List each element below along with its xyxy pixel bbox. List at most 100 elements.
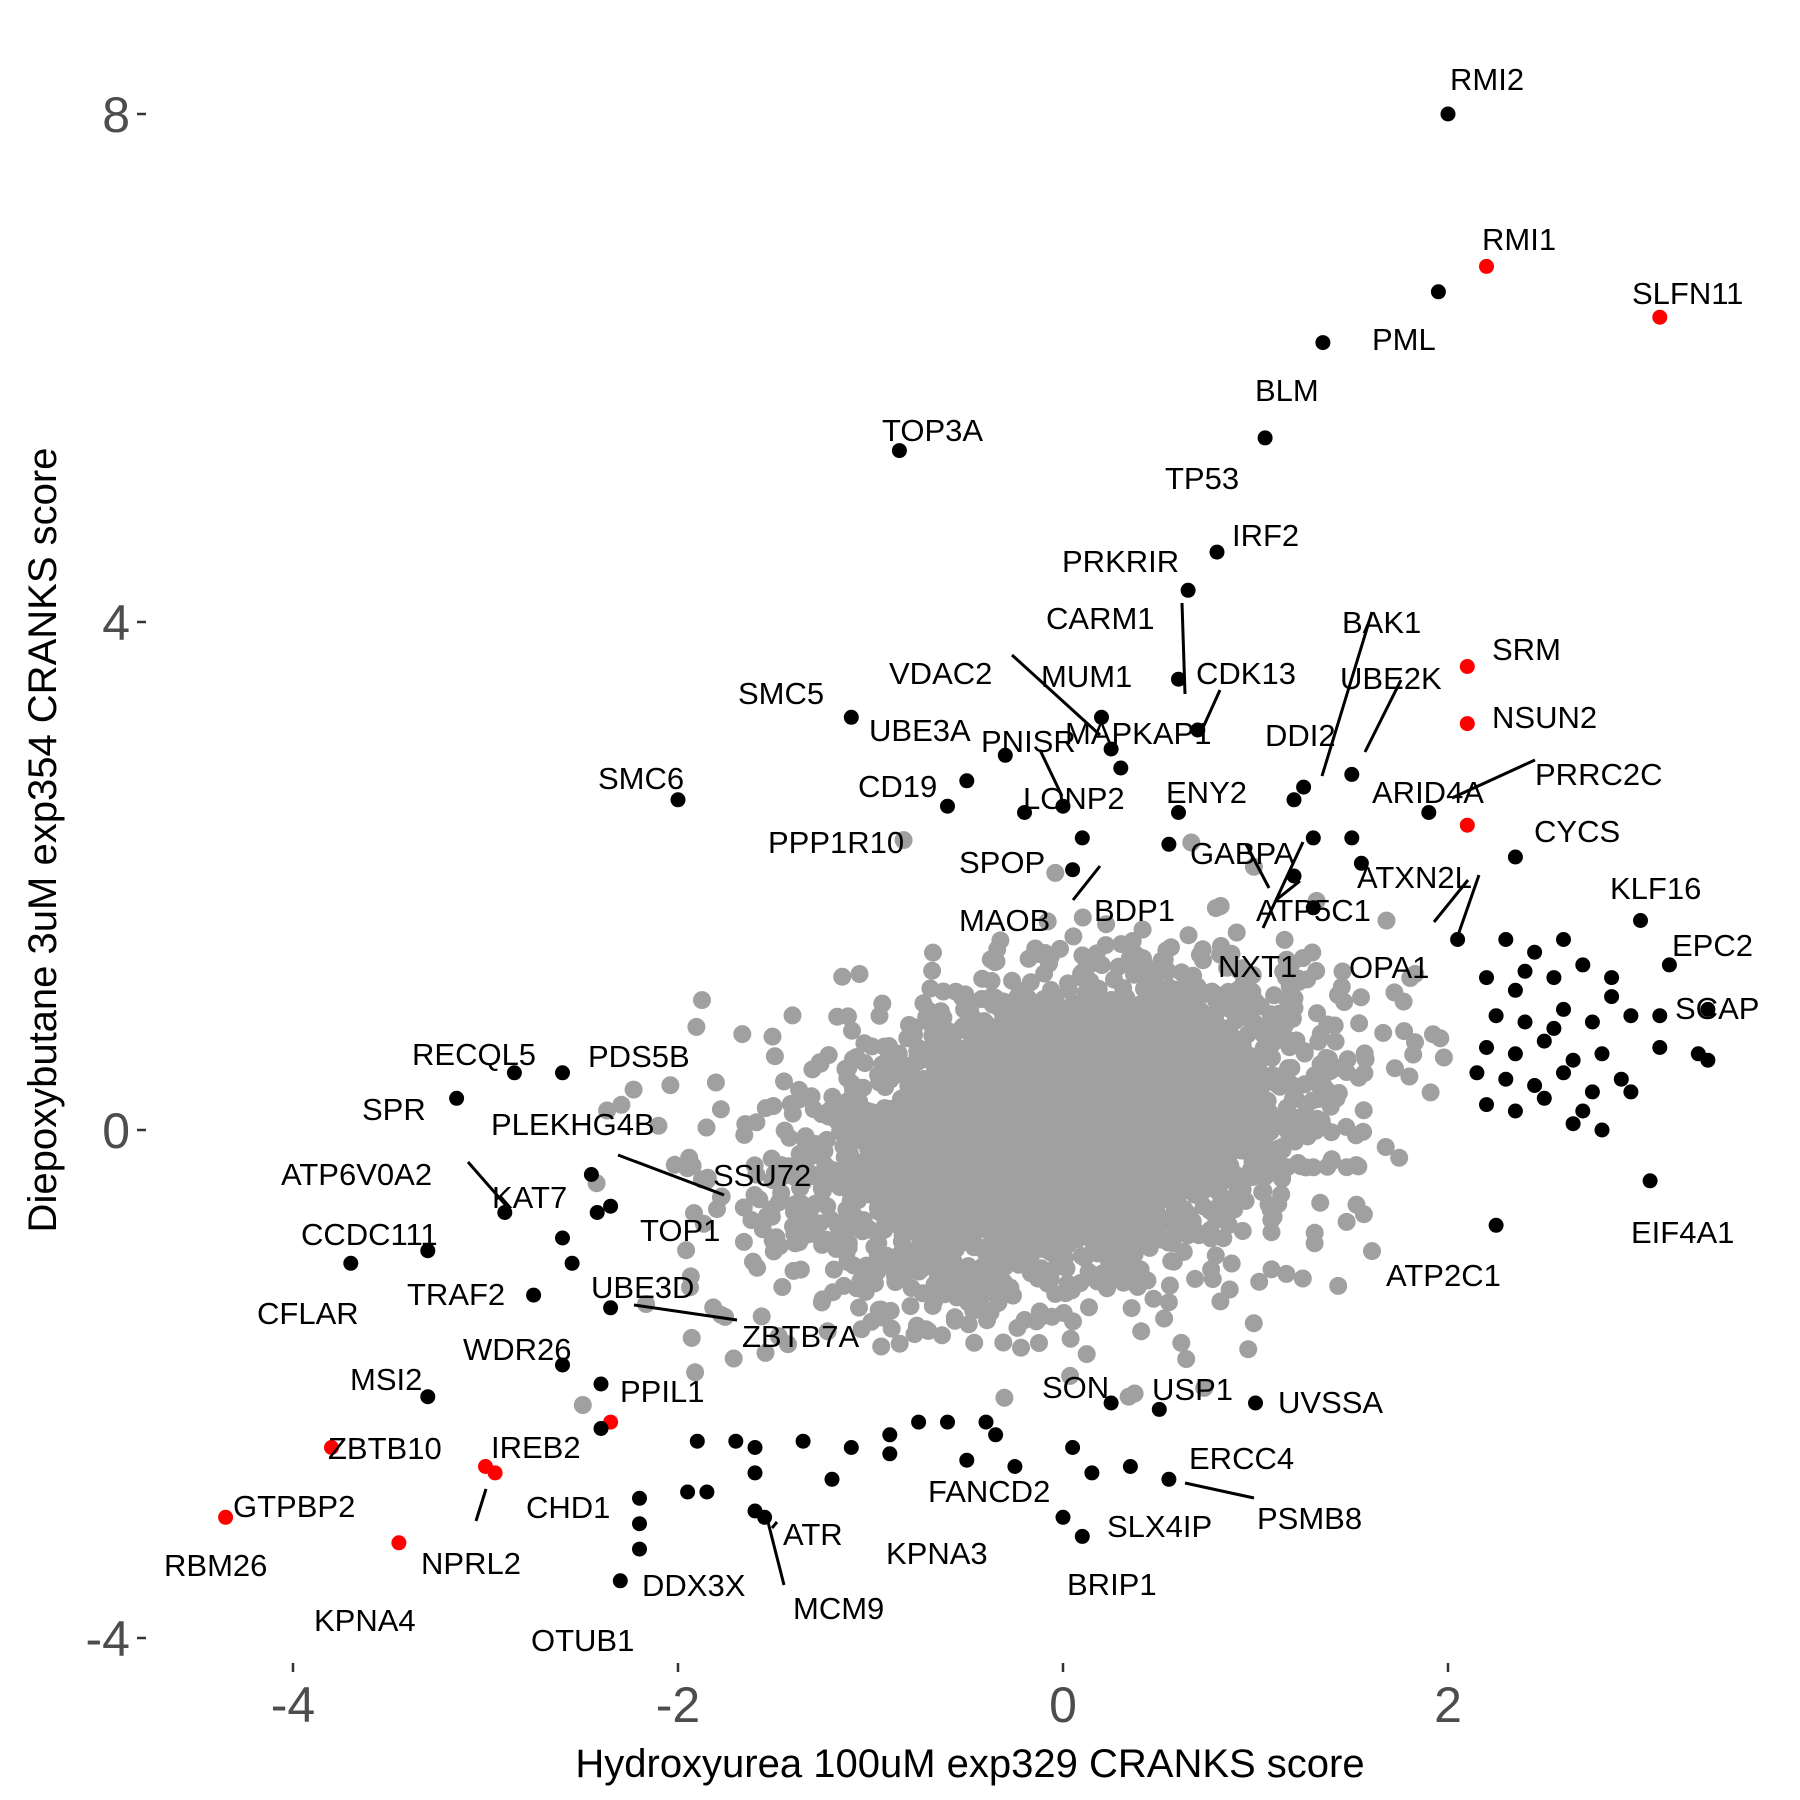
background-point: [803, 1060, 822, 1079]
gene-point: [555, 1065, 570, 1081]
background-point: [1195, 1378, 1214, 1397]
gene-point: [632, 1541, 647, 1557]
background-point: [1206, 1246, 1225, 1265]
background-point: [1179, 926, 1198, 945]
background-point: [988, 1241, 1007, 1260]
background-point: [789, 1193, 808, 1212]
background-point: [968, 1084, 987, 1103]
background-point: [680, 1148, 699, 1167]
background-point: [752, 1307, 771, 1326]
background-point: [1102, 1036, 1121, 1055]
background-point: [779, 1335, 797, 1354]
gene-point: [1507, 982, 1523, 998]
background-point: [833, 967, 852, 986]
background-point: [734, 1198, 753, 1217]
background-point: [1018, 1031, 1037, 1049]
background-point: [1190, 1067, 1209, 1086]
leader-line: [466, 1161, 512, 1211]
background-point: [919, 1157, 938, 1176]
background-point: [1352, 988, 1370, 1007]
gene-point: [218, 1509, 234, 1525]
gene-point: [1171, 805, 1186, 820]
leader-line: [1454, 874, 1481, 942]
background-point: [889, 1044, 908, 1063]
gene-label: BRIP1: [1067, 1567, 1157, 1602]
background-point: [773, 1278, 792, 1296]
background-point: [1253, 1183, 1272, 1202]
background-point: [894, 831, 913, 850]
background-point: [796, 1127, 815, 1146]
gene-point: [1527, 1078, 1543, 1093]
background-point: [682, 1328, 701, 1347]
gene-label: GABPA: [1190, 836, 1295, 871]
background-point: [1105, 970, 1123, 989]
gene-label: SCAP: [1675, 991, 1759, 1026]
background-point: [881, 1301, 900, 1320]
background-point: [1014, 1005, 1033, 1024]
background-point: [1278, 1103, 1297, 1122]
gene-point: [1209, 544, 1225, 560]
gene-point: [1286, 792, 1302, 808]
gene-point: [1536, 1090, 1552, 1106]
background-point: [824, 1283, 842, 1302]
background-point: [1197, 1095, 1216, 1114]
background-point: [939, 1071, 958, 1090]
background-point: [1032, 1176, 1051, 1195]
background-point: [1227, 923, 1246, 942]
background-point: [784, 1261, 803, 1280]
background-point: [686, 1363, 705, 1382]
background-point: [1125, 1384, 1144, 1403]
background-point: [762, 1207, 781, 1226]
background-point: [1154, 1082, 1172, 1101]
gene-point: [959, 773, 975, 789]
background-point: [1225, 999, 1243, 1017]
background-point: [1272, 1070, 1291, 1089]
gene-point: [1065, 862, 1081, 878]
x-tick-label: -4: [271, 1677, 315, 1733]
gene-label: MCM9: [793, 1591, 884, 1626]
gene-labels: RMI2 RMI1 SLFN11 PML BLM TP53 TOP3A IRF2 PRKRIR C…: [164, 62, 1759, 1658]
background-point: [892, 1213, 911, 1232]
gene-label: SSU72: [713, 1158, 811, 1193]
background-point: [1150, 1207, 1169, 1226]
background-point: [1295, 1044, 1314, 1063]
gene-label: SLX4IP: [1107, 1509, 1212, 1544]
gene-label: PRKRIR: [1062, 544, 1179, 579]
background-point: [819, 1046, 838, 1065]
background-point: [1133, 920, 1152, 939]
gene-point: [1604, 989, 1620, 1005]
background-point: [1233, 1222, 1252, 1240]
gene-point: [1161, 836, 1177, 852]
background-point: [1019, 949, 1038, 968]
gene-label: WDR26: [463, 1332, 572, 1367]
background-point: [1066, 1077, 1085, 1096]
background-point: [854, 1078, 873, 1097]
background-point: [1207, 1076, 1226, 1095]
background-point: [1073, 908, 1092, 927]
background-point: [1033, 1193, 1052, 1212]
background-point: [764, 1242, 783, 1261]
background-point: [1211, 945, 1230, 964]
background-point: [661, 1076, 680, 1095]
background-point: [954, 1017, 973, 1036]
gene-point: [1459, 716, 1475, 732]
gene-point: [940, 1414, 955, 1430]
gene-point: [632, 1516, 647, 1532]
background-point: [1087, 1054, 1106, 1072]
gene-point: [728, 1433, 744, 1449]
gene-point: [420, 1243, 436, 1259]
gene-point: [593, 1421, 609, 1436]
gene-label: PNISR: [981, 724, 1076, 759]
background-point: [902, 1279, 921, 1297]
leader-line: [1010, 653, 1102, 737]
background-point: [708, 1200, 726, 1219]
background-point: [987, 1166, 1006, 1185]
gene-label: NPRL2: [421, 1546, 521, 1581]
background-point: [960, 1183, 979, 1202]
gene-label: IRF2: [1232, 518, 1299, 553]
gene-label: MAOB: [959, 903, 1050, 938]
background-point: [1032, 1259, 1051, 1278]
x-tick-label: -2: [656, 1677, 700, 1733]
background-point: [839, 1238, 858, 1257]
gene-point: [1161, 1471, 1177, 1487]
